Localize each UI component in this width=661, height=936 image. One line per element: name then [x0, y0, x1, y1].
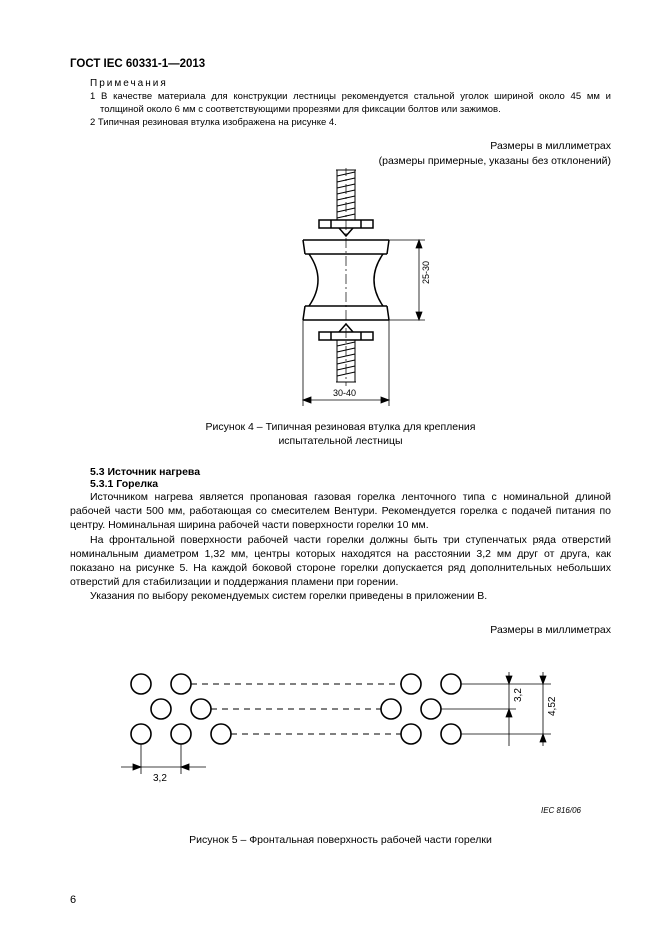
para-5-3-1-p1: Источником нагрева является пропановая г…: [70, 490, 611, 533]
iec-reference: IEC 816/06: [70, 806, 611, 815]
fig5-dim-h-label: 3,2: [153, 773, 167, 784]
fig5-dimension-header: Размеры в миллиметрах: [70, 624, 611, 636]
notes-title: Примечания: [90, 78, 611, 89]
figure-5-caption: Рисунок 5 – Фронтальная поверхность рабо…: [70, 833, 611, 847]
page-number: 6: [70, 894, 76, 906]
para-5-3-1-p2: На фронтальной поверхности рабочей части…: [70, 533, 611, 590]
figure-4-caption: Рисунок 4 – Типичная резиновая втулка дл…: [70, 420, 611, 448]
fig5-dim-v-small-label: 3,2: [513, 687, 524, 701]
figure-5-burner-face: 3,2 3,2 4,52: [91, 654, 591, 804]
fig4-dim-vertical-label: 25-30: [421, 261, 431, 284]
section-5-3-1-title: 5.3.1 Горелка: [90, 478, 611, 490]
fig4-dim-line1: Размеры в миллиметрах: [490, 140, 611, 152]
note-2: 2 Типичная резиновая втулка изображена н…: [90, 117, 611, 130]
para-5-3-1-p3: Указания по выбору рекомендуемых систем …: [70, 589, 611, 603]
note-1: 1 В качестве материала для конструкции л…: [90, 91, 611, 117]
fig4-dim-horizontal-label: 30-40: [333, 388, 356, 398]
fig4-dim-line2: (размеры примерные, указаны без отклонен…: [379, 155, 611, 167]
fig4-cap-line1: Рисунок 4 – Типичная резиновая втулка дл…: [206, 421, 476, 433]
figure-4-bushing: 25-30 30-40: [211, 168, 471, 418]
section-5-3-title: 5.3 Источник нагрева: [90, 466, 611, 478]
fig5-dim-v-large-label: 4,52: [547, 696, 558, 716]
standard-header: ГОСТ IEC 60331-1—2013: [70, 58, 611, 70]
fig4-cap-line2: испытательной лестницы: [278, 435, 402, 447]
fig4-dimension-header: Размеры в миллиметрах (размеры примерные…: [70, 139, 611, 167]
